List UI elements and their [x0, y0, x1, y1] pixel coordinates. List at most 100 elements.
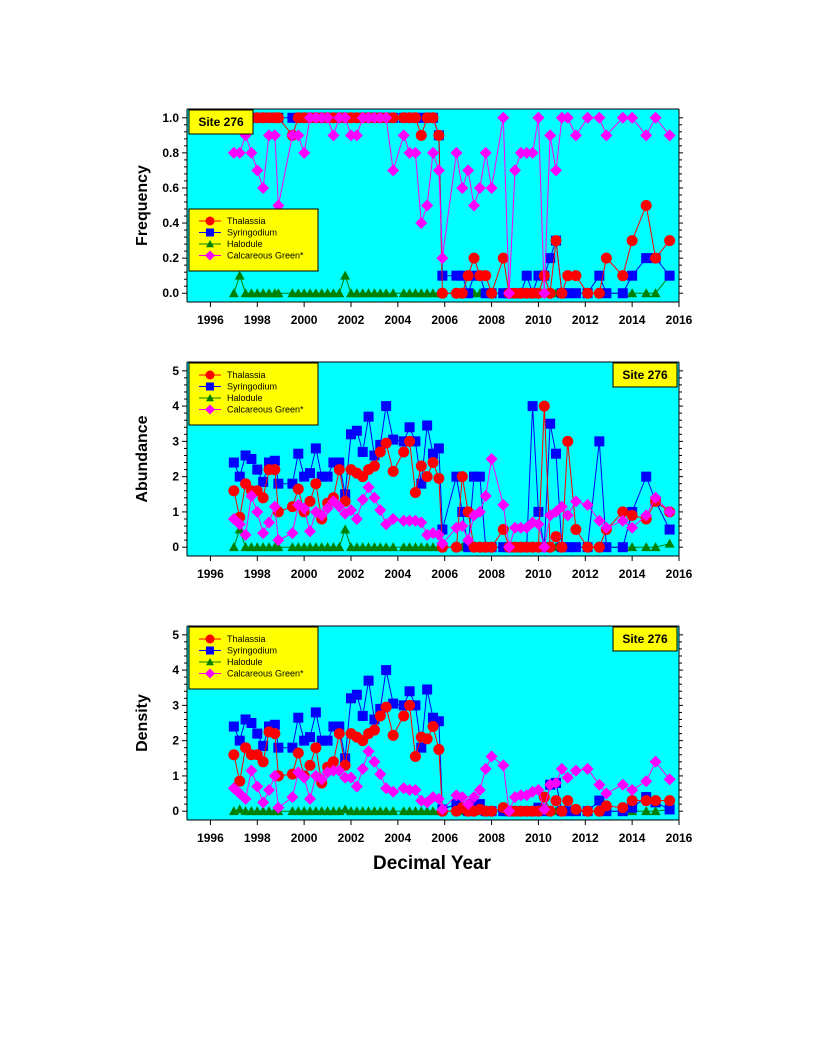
legend-marker-halodule [206, 658, 214, 666]
data-point-syringodium [228, 457, 239, 468]
data-point-calcareous [257, 181, 270, 194]
x-tick-label: 2014 [619, 831, 646, 845]
data-point-calcareous [436, 252, 449, 265]
data-point-thalassia [398, 710, 410, 722]
data-point-calcareous [581, 498, 594, 511]
data-point-calcareous [550, 164, 562, 177]
legend-label-thalassia: Thalassia [227, 634, 266, 644]
data-point-syringodium [287, 478, 298, 489]
data-point-calcareous [561, 509, 574, 522]
series-calcareous [227, 453, 676, 554]
data-point-syringodium [474, 471, 485, 482]
data-point-syringodium [664, 804, 675, 815]
data-point-syringodium [273, 478, 284, 489]
data-point-syringodium [617, 542, 628, 553]
data-point-syringodium [240, 450, 251, 461]
legend-label-calcareous: Calcareous Green* [227, 405, 304, 415]
data-point-halodule [340, 524, 351, 534]
data-point-thalassia [234, 775, 246, 787]
x-tick-label: 1998 [244, 567, 271, 581]
data-point-thalassia [538, 400, 550, 412]
data-point-thalassia [450, 541, 462, 553]
data-point-calcareous [468, 509, 480, 522]
data-point-calcareous [456, 181, 469, 194]
data-point-thalassia [582, 805, 594, 817]
x-tick-label: 2012 [572, 313, 599, 327]
data-point-calcareous [304, 525, 316, 538]
data-point-syringodium [252, 728, 263, 739]
data-point-calcareous [532, 111, 545, 124]
data-point-calcareous [339, 111, 352, 124]
data-point-calcareous [649, 491, 662, 504]
data-point-syringodium [369, 450, 380, 461]
x-tick-label: 1996 [197, 567, 224, 581]
y-tick-label: 5 [172, 628, 179, 642]
legend-label-syringodium: Syringodium [227, 646, 277, 656]
data-point-calcareous [626, 784, 639, 797]
data-point-thalassia [556, 287, 568, 299]
legend-marker-calcareous [205, 250, 215, 261]
data-point-calcareous [350, 512, 363, 525]
data-point-calcareous [321, 502, 334, 515]
data-point-syringodium [388, 698, 399, 709]
data-point-syringodium [293, 448, 304, 459]
data-point-syringodium [545, 253, 556, 264]
data-point-thalassia [650, 795, 662, 807]
data-point-halodule [273, 542, 284, 552]
data-point-calcareous [544, 509, 557, 522]
data-point-calcareous [503, 541, 516, 554]
data-point-syringodium [469, 270, 479, 281]
data-point-thalassia [497, 252, 509, 264]
legend-marker-syringodium [206, 228, 214, 237]
data-point-thalassia [380, 701, 392, 713]
data-point-halodule [388, 288, 399, 298]
data-point-calcareous [485, 750, 498, 763]
legend-label-halodule: Halodule [227, 393, 263, 403]
data-point-syringodium [594, 436, 605, 447]
data-point-syringodium [664, 524, 675, 535]
legend-marker-thalassia [205, 216, 215, 226]
data-point-thalassia [228, 749, 240, 761]
data-point-calcareous [362, 745, 375, 758]
data-point-thalassia [664, 235, 676, 247]
data-point-thalassia [228, 485, 240, 497]
y-tick-label: 0 [172, 540, 179, 554]
data-point-calcareous [304, 792, 316, 805]
data-point-thalassia [626, 509, 638, 521]
data-point-thalassia [456, 287, 468, 299]
data-point-syringodium [287, 742, 298, 753]
data-point-calcareous [333, 500, 346, 513]
data-point-syringodium [416, 742, 427, 753]
data-point-thalassia [257, 756, 269, 768]
data-point-syringodium [305, 468, 315, 479]
data-point-calcareous [479, 146, 492, 159]
data-point-calcareous [380, 111, 393, 124]
data-point-thalassia [664, 795, 676, 807]
data-point-calcareous [239, 792, 252, 805]
data-point-calcareous [421, 199, 434, 212]
data-point-syringodium [299, 735, 310, 746]
data-point-syringodium [328, 721, 339, 732]
data-point-thalassia [650, 252, 662, 264]
data-point-calcareous [555, 500, 568, 513]
data-point-thalassia [570, 524, 582, 536]
x-tick-label: 2014 [619, 567, 646, 581]
data-point-calcareous [538, 541, 551, 554]
data-point-calcareous [456, 791, 469, 804]
data-point-thalassia [562, 435, 574, 447]
data-point-syringodium [234, 471, 245, 482]
data-point-syringodium [469, 471, 479, 482]
data-point-calcareous [251, 164, 264, 177]
data-point-thalassia [617, 270, 629, 282]
data-point-syringodium [258, 476, 269, 487]
data-point-calcareous [473, 784, 486, 797]
data-point-calcareous [626, 111, 639, 124]
data-point-syringodium [594, 795, 605, 806]
site-label-box [188, 109, 254, 135]
data-point-thalassia [398, 446, 410, 458]
data-point-syringodium [545, 418, 556, 429]
data-point-calcareous [345, 771, 357, 784]
legend-label-calcareous: Calcareous Green* [227, 669, 304, 679]
data-point-calcareous [485, 453, 498, 465]
